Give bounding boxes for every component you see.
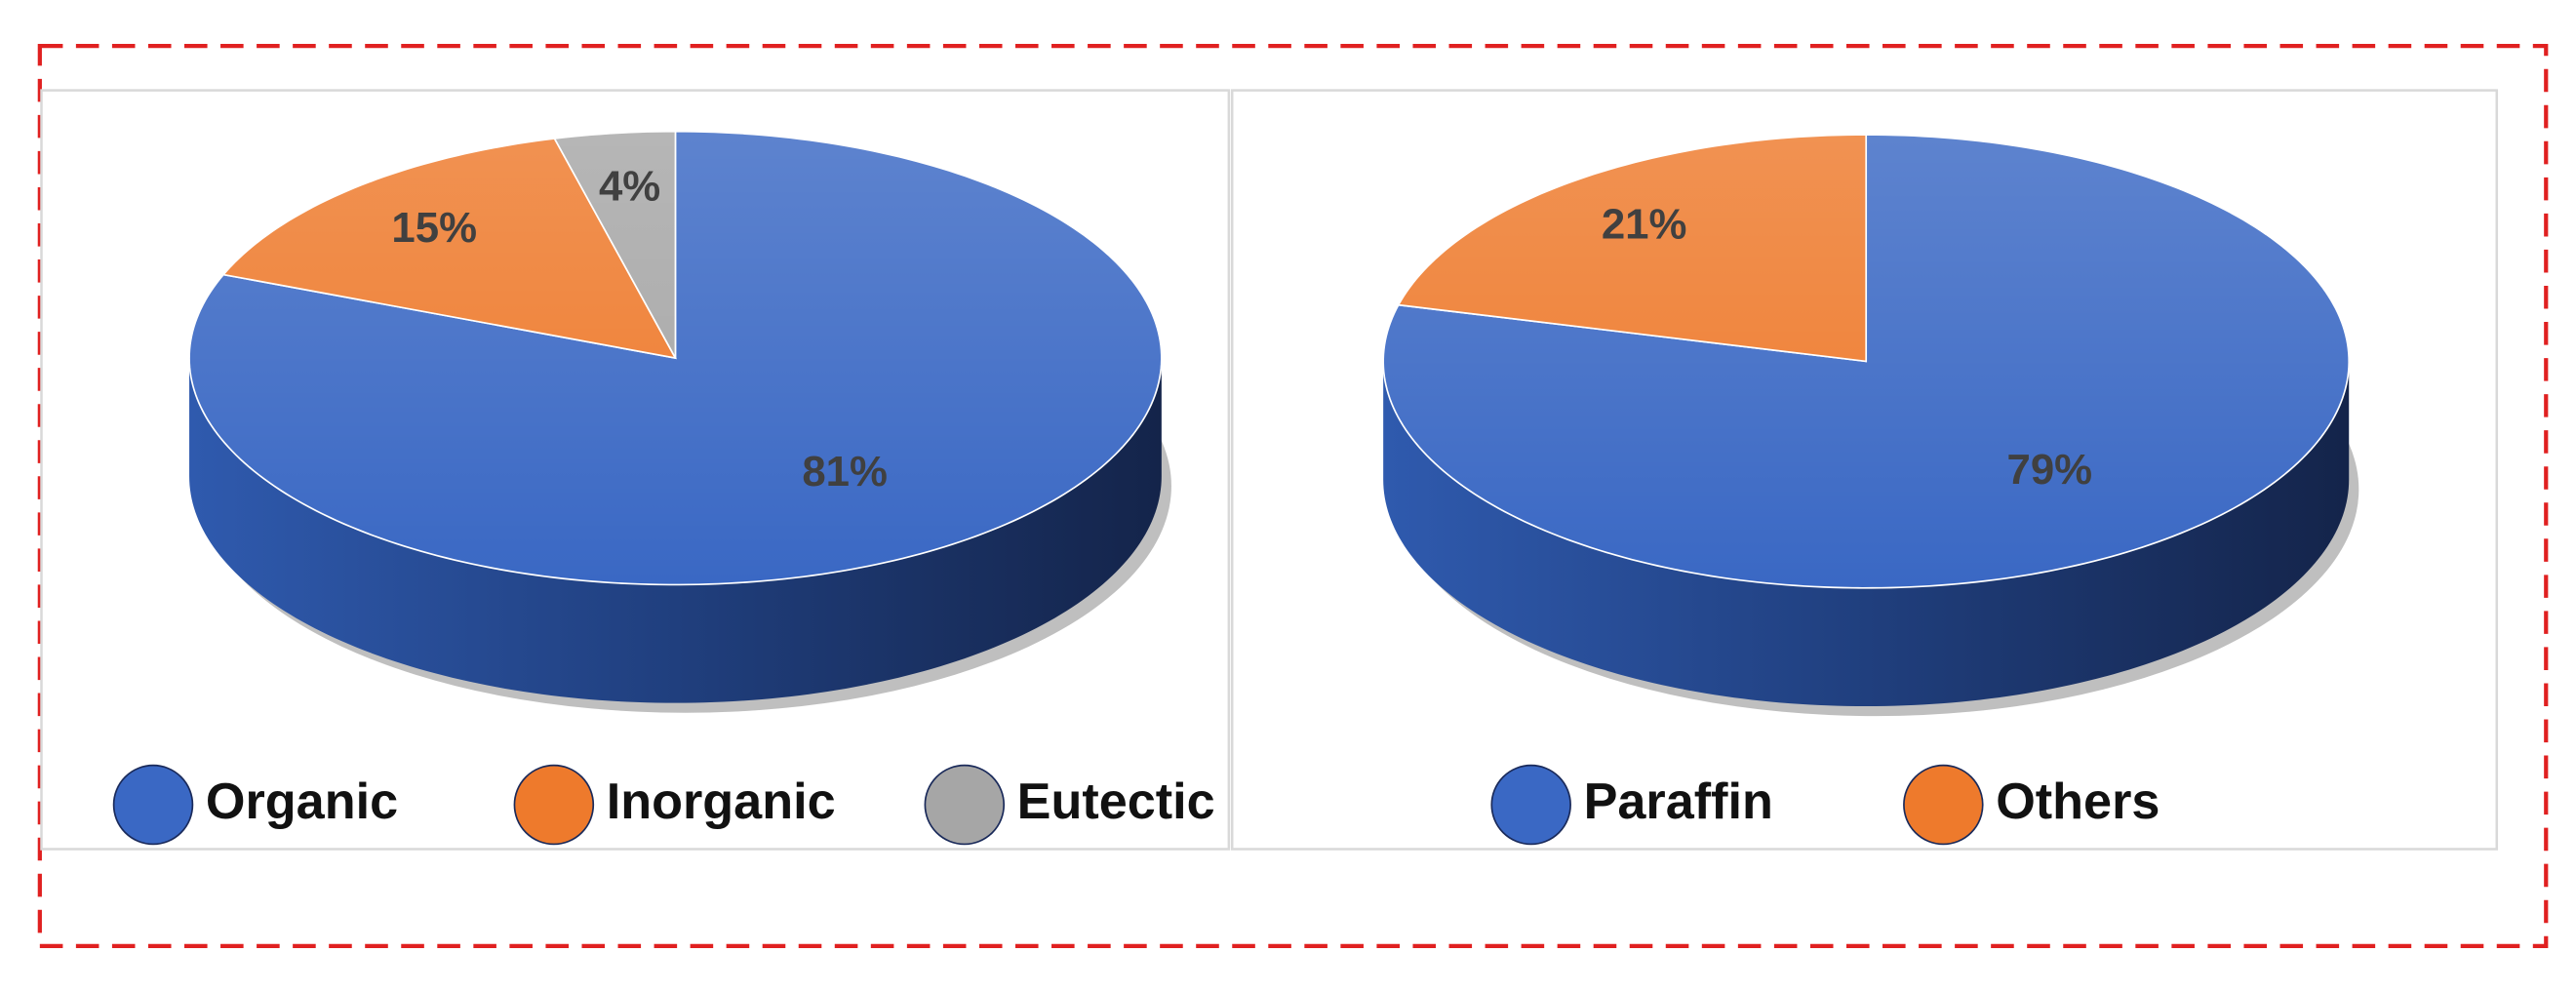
legend-label: Paraffin <box>1584 774 1773 830</box>
legend-marker <box>513 764 595 846</box>
outer-frame <box>37 44 2549 948</box>
value-label: 21% <box>1602 200 1687 248</box>
slice-side <box>1383 361 2350 707</box>
value-label: 81% <box>802 448 888 496</box>
legend-label: Organic <box>206 774 398 830</box>
top-shade <box>189 131 1162 585</box>
value-label: 4% <box>599 163 660 211</box>
legend-marker <box>1490 764 1571 846</box>
legend-label: Eutectic <box>1017 774 1215 830</box>
value-label: 15% <box>391 204 477 252</box>
legend-label: Inorganic <box>607 774 836 830</box>
legend-marker <box>1903 764 1984 846</box>
panel <box>40 89 1231 851</box>
slice-side <box>189 358 1162 703</box>
value-label: 79% <box>2006 446 2092 494</box>
legend-marker <box>112 764 194 846</box>
top-shade <box>1383 135 2350 588</box>
legend-marker <box>924 764 1006 846</box>
legend-label: Others <box>1996 774 2160 830</box>
panel <box>1230 89 2499 851</box>
